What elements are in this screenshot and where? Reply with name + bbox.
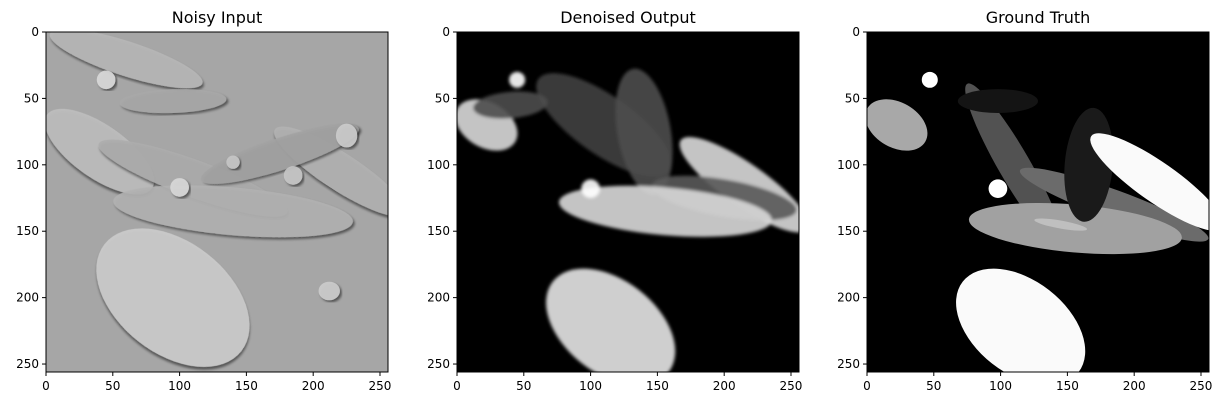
image-shape <box>96 70 116 90</box>
image-shape <box>335 123 358 148</box>
y-tick-label: 200 <box>16 291 39 305</box>
x-tick-label: 50 <box>926 379 941 393</box>
axes-frame <box>45 31 389 373</box>
image-shape <box>1090 133 1209 231</box>
y-tick-label: 200 <box>427 291 450 305</box>
x-tick-label: 250 <box>369 379 392 393</box>
y-tick-label: 50 <box>845 91 860 105</box>
y-tick-label: 100 <box>837 158 860 172</box>
image-area <box>46 32 388 372</box>
y-tick-label: 0 <box>31 25 39 39</box>
axes-frame <box>456 31 800 373</box>
image-shape <box>921 71 938 88</box>
image-shape <box>96 228 250 367</box>
x-axis: 0 50 100 150 200 250 <box>863 372 1212 393</box>
x-tick-label: 100 <box>989 379 1012 393</box>
y-tick-label: 150 <box>837 224 860 238</box>
image-shape <box>49 32 203 89</box>
y-tick-label: 0 <box>852 25 860 39</box>
x-tick-label: 50 <box>105 379 120 393</box>
y-tick-label: 50 <box>24 91 39 105</box>
image-shape <box>988 179 1008 199</box>
image-shape <box>1034 218 1088 231</box>
image-shape <box>113 185 353 238</box>
image-shape <box>509 71 526 88</box>
y-tick-label: 150 <box>16 224 39 238</box>
x-tick-label: 250 <box>780 379 803 393</box>
panel-title: Noisy Input <box>172 8 263 27</box>
y-tick-label: 250 <box>427 357 450 371</box>
x-tick-label: 150 <box>1056 379 1079 393</box>
x-tick-label: 0 <box>863 379 871 393</box>
x-tick-label: 200 <box>1123 379 1146 393</box>
x-tick-label: 0 <box>42 379 50 393</box>
y-axis: 0 50 100 150 200 250 <box>837 25 867 371</box>
image-area <box>867 32 1209 372</box>
x-tick-label: 250 <box>1190 379 1213 393</box>
x-tick-label: 50 <box>516 379 531 393</box>
panel-title: Ground Truth <box>986 8 1091 27</box>
image-shape <box>546 268 676 372</box>
panel-ground-truth: Ground Truth 0 50 100 150 200 250 0 50 100 150 20… <box>837 8 1212 393</box>
image-shape <box>957 89 1038 114</box>
y-axis: 0 50 100 150 200 250 <box>16 25 46 371</box>
x-tick-label: 150 <box>646 379 669 393</box>
image-shape <box>170 178 189 197</box>
image-shape <box>200 124 359 184</box>
x-tick-label: 100 <box>168 379 191 393</box>
x-tick-label: 0 <box>453 379 461 393</box>
image-shape <box>119 88 227 114</box>
y-tick-label: 250 <box>16 357 39 371</box>
image-shape <box>558 185 772 237</box>
image-shape <box>615 68 673 195</box>
y-tick-label: 250 <box>837 357 860 371</box>
x-axis: 0 50 100 150 200 250 <box>453 372 802 393</box>
axes-frame <box>866 31 1210 373</box>
x-tick-label: 200 <box>302 379 325 393</box>
y-axis: 0 50 100 150 200 250 <box>427 25 457 371</box>
image-shape <box>283 166 303 185</box>
y-tick-label: 100 <box>427 158 450 172</box>
y-tick-label: 50 <box>435 91 450 105</box>
image-shape <box>473 91 548 119</box>
x-tick-label: 200 <box>713 379 736 393</box>
x-tick-label: 150 <box>235 379 258 393</box>
image-shape <box>581 179 600 199</box>
image-area <box>457 32 799 372</box>
x-axis: 0 50 100 150 200 250 <box>42 372 391 393</box>
y-tick-label: 0 <box>442 25 450 39</box>
y-tick-label: 100 <box>16 158 39 172</box>
image-shape <box>867 99 928 151</box>
image-shape <box>956 268 1086 372</box>
panel-denoised-output: Denoised Output 0 50 100 150 200 250 0 50 100 15… <box>427 8 802 393</box>
panel-noisy-input: Noisy Input 0 50 100 150 200 250 0 50 100 150 200… <box>16 8 391 393</box>
x-tick-label: 100 <box>579 379 602 393</box>
y-tick-label: 150 <box>427 224 450 238</box>
panel-title: Denoised Output <box>560 8 696 27</box>
image-shape <box>226 155 240 169</box>
image-shape <box>46 108 155 195</box>
y-tick-label: 200 <box>837 291 860 305</box>
image-shape <box>318 281 340 301</box>
